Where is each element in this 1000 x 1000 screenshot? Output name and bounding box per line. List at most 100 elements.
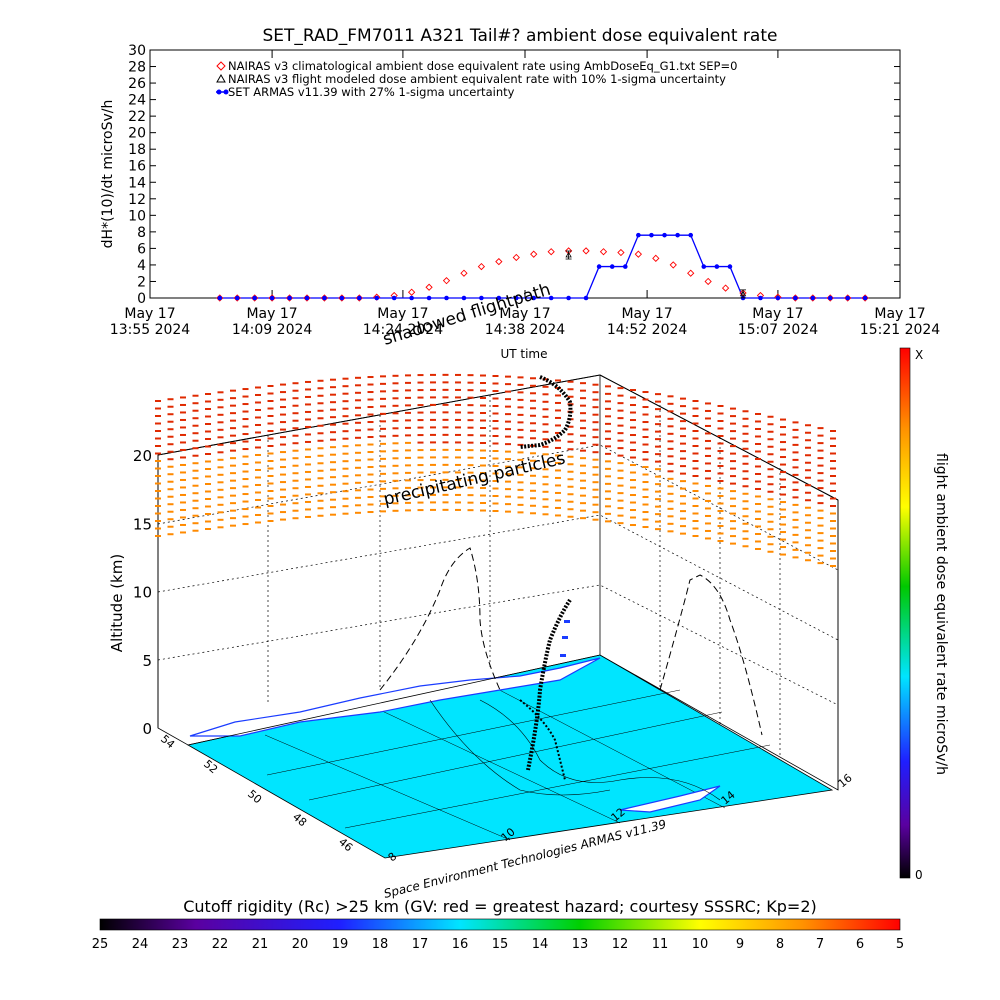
particle-mark — [680, 435, 686, 438]
legend-marker-diamond — [216, 61, 226, 71]
particle-mark — [455, 411, 461, 414]
particle-mark — [655, 505, 661, 508]
particle-mark — [380, 480, 386, 483]
particle-mark — [655, 393, 661, 396]
particle-mark — [230, 457, 236, 460]
particle-mark — [167, 420, 174, 423]
particle-mark — [717, 457, 724, 460]
particle-mark — [655, 438, 661, 441]
x-tick-label-date: May 17 — [246, 306, 297, 322]
particle-mark — [342, 407, 349, 410]
particle-mark — [367, 376, 374, 379]
particle-mark — [680, 487, 686, 490]
climatological-point — [582, 247, 590, 255]
particle-mark — [292, 427, 299, 430]
x-tick-label-time: 14:24 2024 — [363, 322, 444, 338]
particle-mark — [492, 442, 499, 445]
particle-mark — [767, 483, 774, 486]
flight-marker — [562, 636, 568, 639]
particle-mark — [830, 430, 836, 432]
particle-mark — [530, 377, 536, 380]
particle-mark — [755, 540, 761, 543]
particle-mark — [580, 487, 586, 490]
particle-mark — [567, 493, 574, 496]
particle-mark — [192, 394, 199, 397]
particle-mark — [580, 509, 586, 512]
particle-mark — [330, 401, 336, 404]
rigidity-colorbar — [99, 918, 901, 931]
armas-point — [444, 295, 449, 301]
particle-mark — [180, 471, 186, 474]
armas-point — [461, 295, 467, 301]
particle-mark — [180, 516, 186, 519]
particle-mark — [792, 443, 799, 446]
particle-mark — [317, 409, 324, 412]
particle-mark — [780, 463, 786, 466]
particle-mark — [567, 440, 574, 443]
particle-mark — [530, 512, 536, 515]
particle-mark — [317, 514, 324, 517]
particle-mark — [530, 452, 536, 455]
particle-mark — [230, 479, 236, 482]
particle-mark — [805, 551, 811, 554]
particle-mark — [605, 497, 611, 500]
particle-mark — [567, 403, 574, 406]
particle-mark — [280, 458, 286, 461]
particle-mark — [480, 404, 486, 407]
particle-mark — [355, 406, 361, 409]
particle-mark — [617, 522, 624, 525]
particle-mark — [317, 499, 324, 502]
particle-mark — [505, 443, 511, 446]
particle-mark — [430, 411, 436, 414]
particle-mark — [805, 469, 811, 472]
particle-mark — [805, 446, 811, 449]
particle-mark — [530, 422, 536, 425]
particle-mark — [717, 517, 724, 520]
particle-mark — [730, 407, 736, 410]
particle-mark — [255, 468, 261, 471]
particle-mark — [242, 425, 249, 428]
particle-mark — [692, 437, 699, 440]
particle-mark — [355, 504, 361, 507]
particle-mark — [405, 494, 411, 497]
particle-mark — [805, 499, 811, 502]
particle-mark — [230, 494, 236, 497]
particle-mark — [292, 419, 299, 422]
particle-mark — [755, 547, 761, 550]
particle-mark — [780, 501, 786, 504]
colorbar-label: flight ambient dose equivalent rate micr… — [933, 453, 949, 775]
particle-mark — [667, 410, 674, 413]
particle-mark — [430, 508, 436, 511]
particle-mark — [430, 433, 436, 436]
particle-mark — [180, 478, 186, 481]
particle-mark — [692, 527, 699, 530]
particle-mark — [505, 510, 511, 513]
particle-mark — [492, 427, 499, 430]
particle-mark — [367, 451, 374, 454]
particle-mark — [467, 464, 474, 467]
particle-mark — [655, 460, 661, 463]
particle-mark — [455, 486, 461, 489]
particle-mark — [492, 382, 499, 385]
x-tick-label-date: May 17 — [752, 306, 803, 322]
particle-mark — [592, 413, 599, 416]
particle-mark — [817, 562, 824, 565]
climatological-point — [652, 254, 660, 262]
particle-mark — [405, 464, 411, 467]
particle-mark — [305, 478, 311, 481]
particle-mark — [292, 434, 299, 437]
particle-mark — [692, 497, 699, 500]
y-tick-label: 16 — [128, 159, 146, 175]
particle-mark — [380, 427, 386, 430]
particle-mark — [205, 400, 211, 403]
particle-mark — [492, 502, 499, 505]
particle-mark — [205, 430, 211, 433]
particle-mark — [305, 440, 311, 443]
particle-mark — [255, 386, 261, 389]
dose-rate-chart: SET_RAD_FM7011 A321 Tail#? ambient dose … — [100, 26, 940, 361]
particle-mark — [292, 479, 299, 482]
particle-mark — [530, 474, 536, 477]
particle-mark — [830, 542, 836, 545]
rigidity-tick-label: 5 — [896, 937, 904, 952]
particle-mark — [617, 499, 624, 502]
